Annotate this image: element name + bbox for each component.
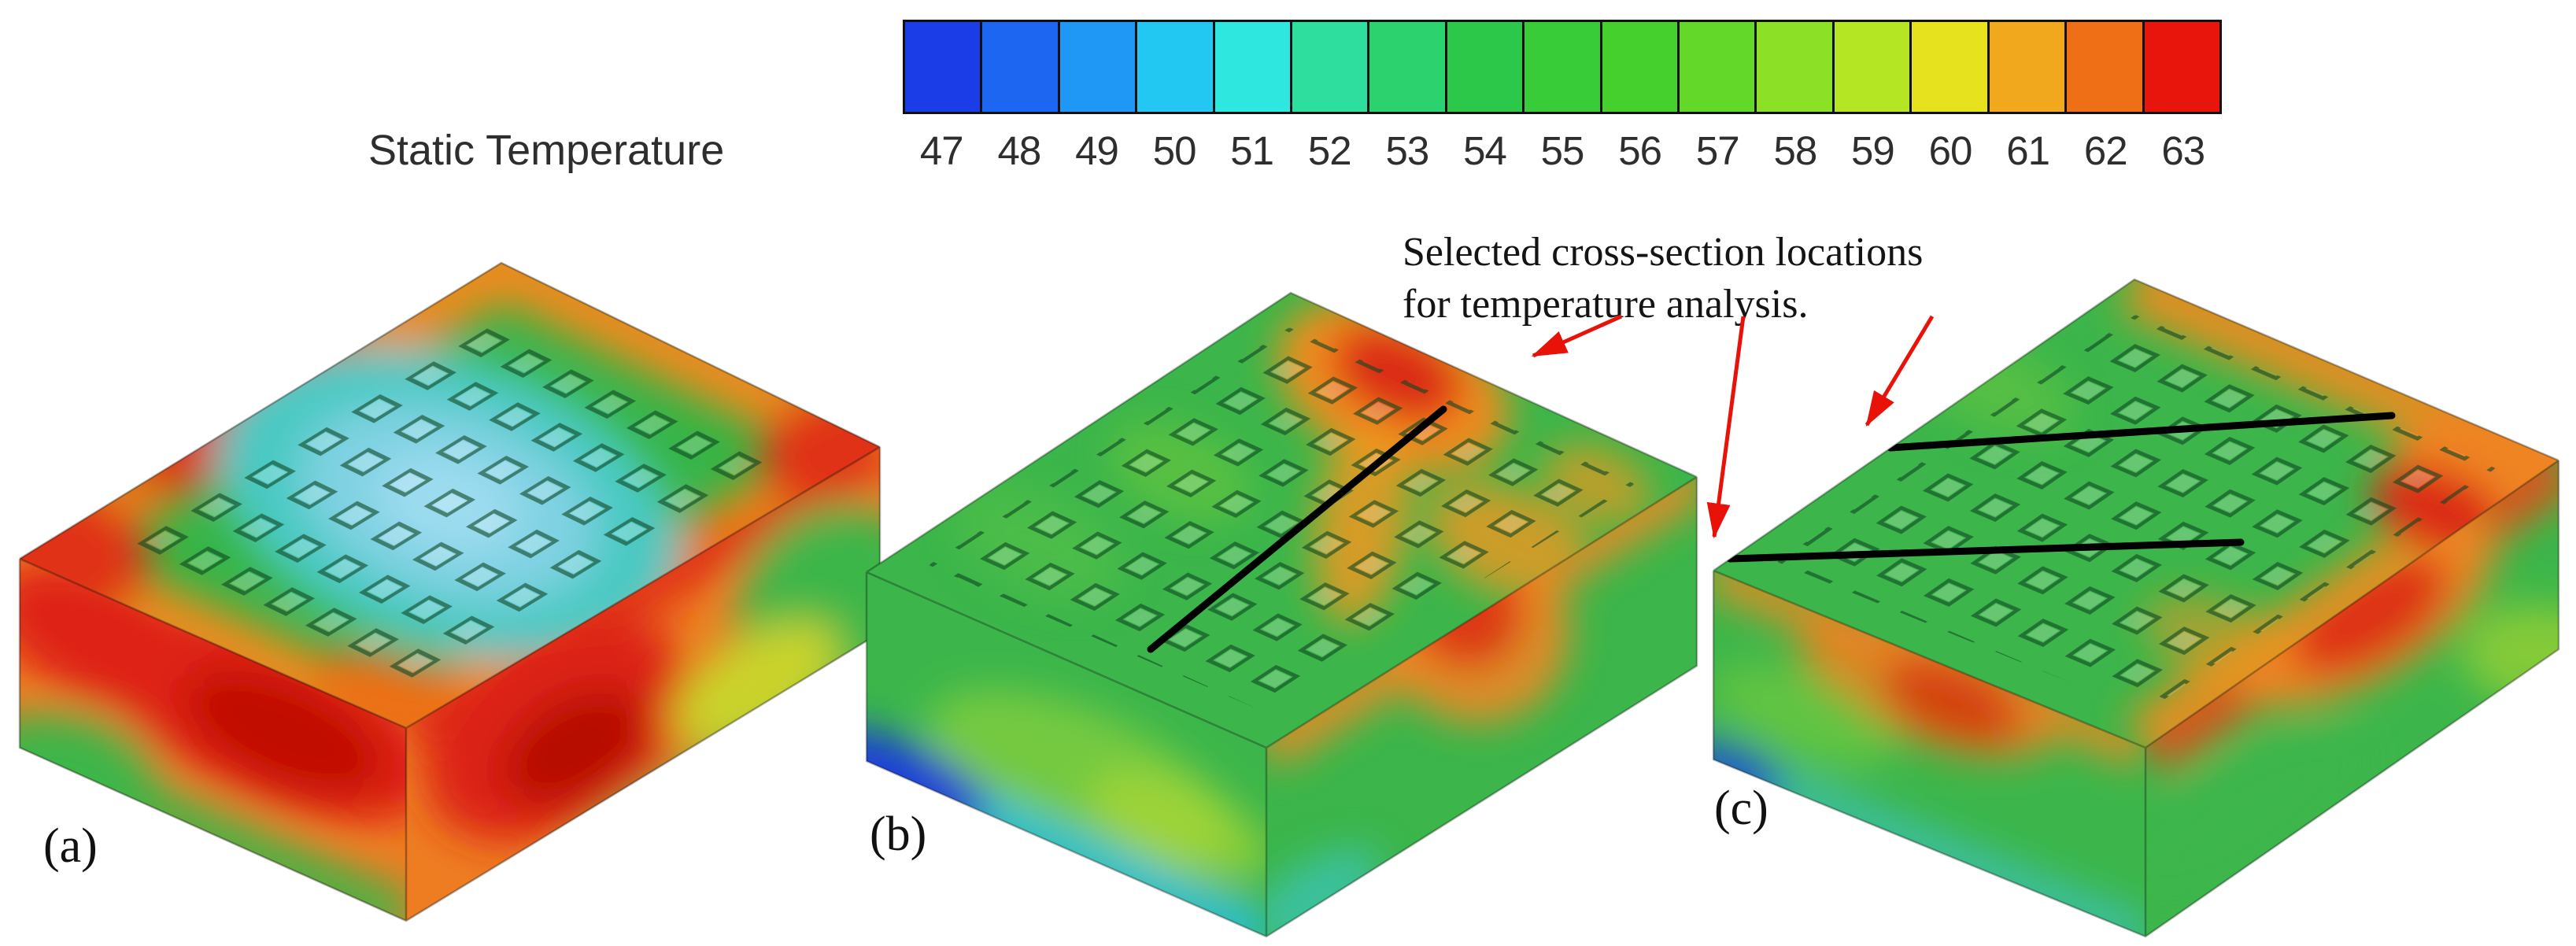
colorbar-segment xyxy=(1369,22,1447,112)
cross-section-line-c-upper xyxy=(1887,412,2396,452)
colorbar-tick: 63 xyxy=(2161,128,2205,173)
colorbar-tick: 51 xyxy=(1230,128,1274,173)
cross-section-line-c-lower xyxy=(1726,538,2245,563)
cross-section-line-b xyxy=(1147,405,1447,653)
colorbar-tick: 62 xyxy=(2083,128,2128,173)
colorbar-segment xyxy=(982,22,1060,112)
colorbar-segment xyxy=(1680,22,1757,112)
colorbar-segment xyxy=(1214,22,1293,112)
colorbar-scale xyxy=(903,20,2222,114)
colorbar-tick: 57 xyxy=(1695,128,1740,173)
colorbar-tick-labels: 47 48 49 50 51 52 53 54 55 56 57 58 59 60 61 62 63 xyxy=(903,127,2222,174)
colorbar-segment xyxy=(1525,22,1602,112)
subfigure-label-b: (b) xyxy=(870,807,927,861)
annotation-line-1: Selected cross-section locations xyxy=(1403,230,1924,275)
colorbar-segment xyxy=(1757,22,1835,112)
colorbar-tick: 53 xyxy=(1385,128,1429,173)
cross-section-annotation: Selected cross-section locations for tem… xyxy=(1403,227,1923,330)
colorbar-segment xyxy=(2144,22,2219,112)
colorbar-segment xyxy=(1989,22,2068,112)
colorbar-tick: 55 xyxy=(1540,128,1585,173)
block-a-edges xyxy=(18,261,881,922)
colorbar-tick: 61 xyxy=(2006,128,2050,173)
colorbar-segment xyxy=(1137,22,1215,112)
colorbar-segment xyxy=(1602,22,1680,112)
colorbar-tick: 50 xyxy=(1152,128,1197,173)
colorbar-segment xyxy=(1912,22,1990,112)
colorbar-tick: 49 xyxy=(1075,128,1119,173)
colorbar-tick: 58 xyxy=(1773,128,1817,173)
colorbar-segment xyxy=(1447,22,1525,112)
temperature-contour-block-c xyxy=(1712,278,2560,938)
colorbar-title: Static Temperature xyxy=(368,127,725,174)
colorbar-segment xyxy=(1834,22,1913,112)
subfigure-label-a: (a) xyxy=(43,819,98,873)
temperature-contour-block-b xyxy=(865,291,1698,938)
temperature-contour-block-a xyxy=(18,261,881,922)
colorbar-tick: 60 xyxy=(1928,128,1973,173)
colorbar-segment xyxy=(2067,22,2145,112)
colorbar-tick: 52 xyxy=(1307,128,1352,173)
colorbar-segment xyxy=(1292,22,1370,112)
colorbar-segment xyxy=(1059,22,1138,112)
colorbar-tick: 59 xyxy=(1851,128,1895,173)
colorbar-tick: 48 xyxy=(997,128,1042,173)
block-b-edges xyxy=(865,291,1698,938)
colorbar-tick: 56 xyxy=(1618,128,1662,173)
colorbar-segment xyxy=(905,22,983,112)
subfigure-label-c: (c) xyxy=(1714,782,1768,835)
block-c-edges xyxy=(1712,278,2560,938)
colorbar-tick: 54 xyxy=(1463,128,1507,173)
colorbar-tick: 47 xyxy=(919,128,964,173)
